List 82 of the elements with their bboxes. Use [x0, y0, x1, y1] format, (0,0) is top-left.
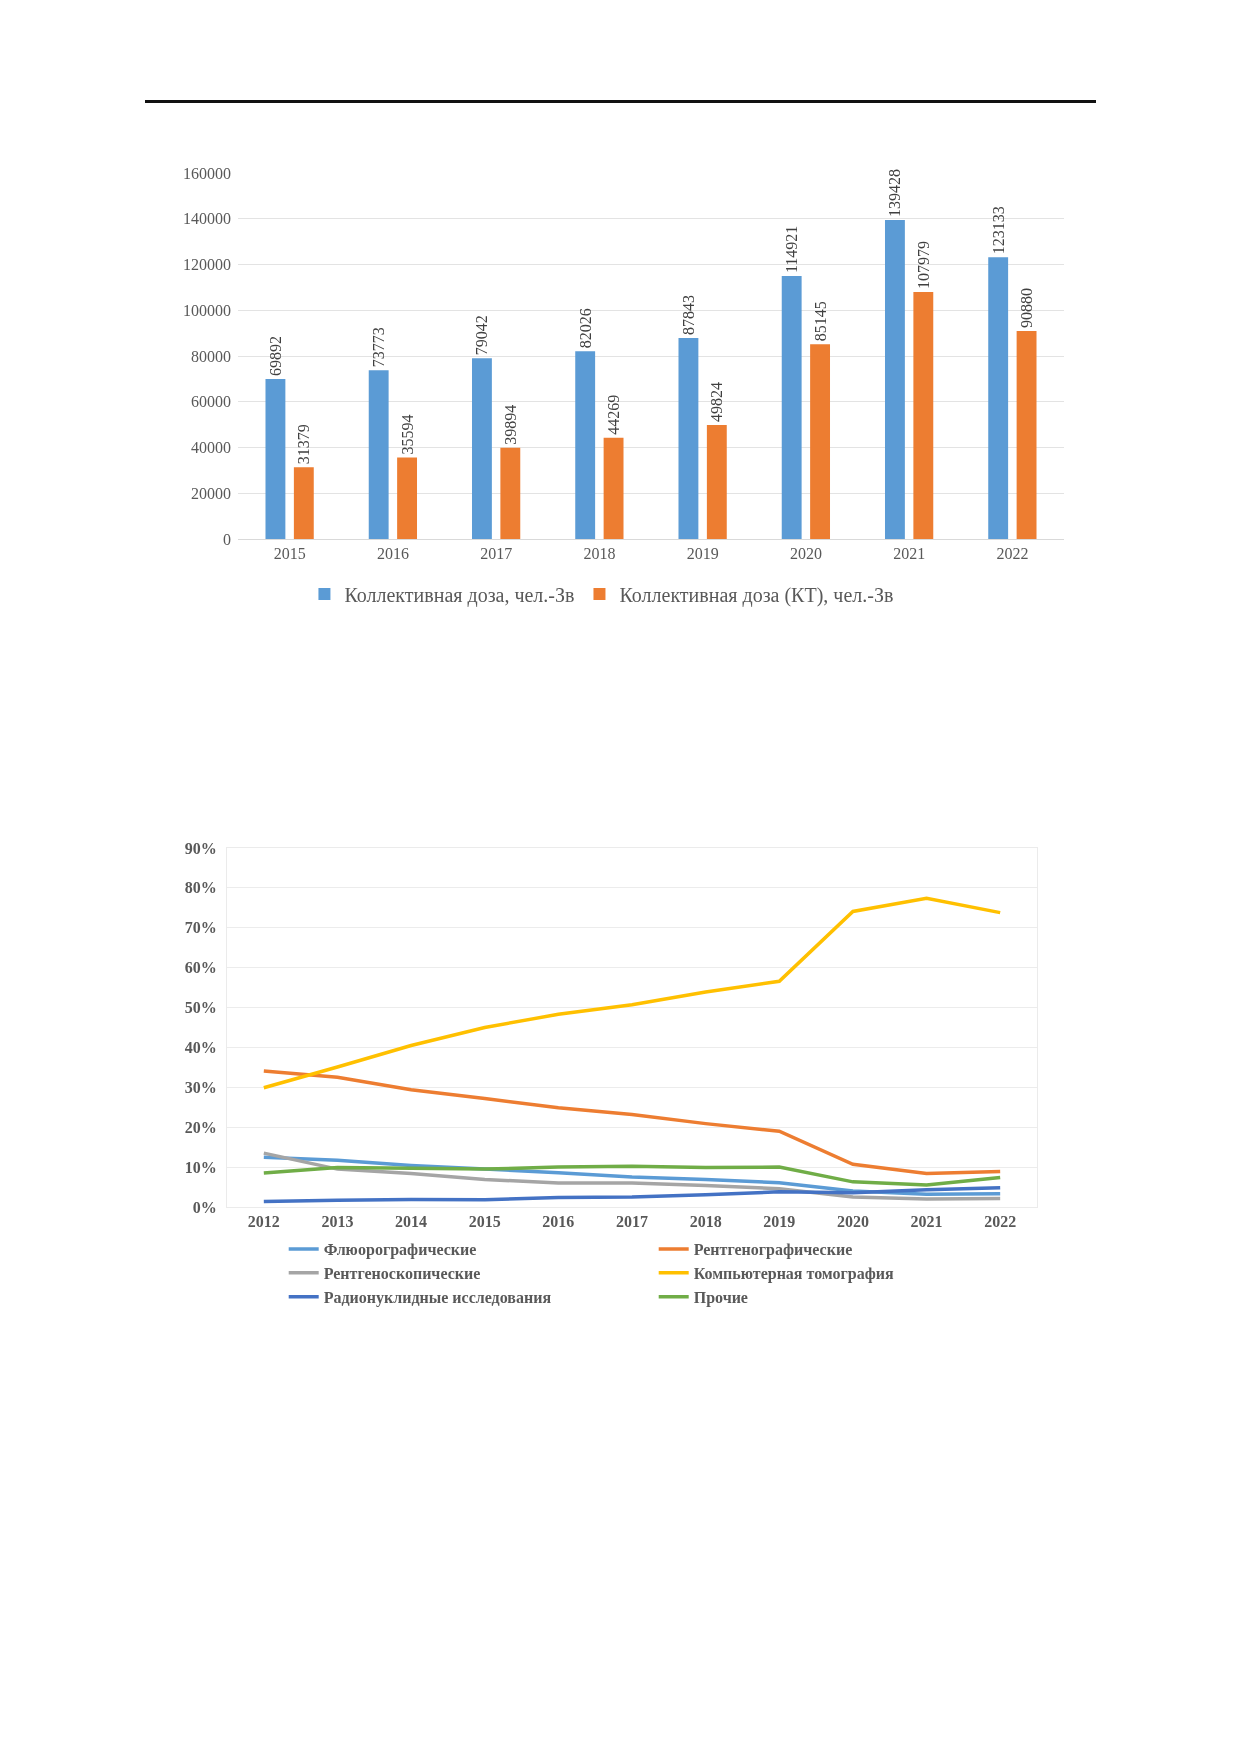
data-label: 31379: [295, 424, 313, 465]
line-series: [262, 1164, 1002, 1187]
y-tick-label: 60%: [184, 959, 217, 977]
x-tick-label: 2016: [542, 1213, 575, 1231]
y-tick-label: 100000: [183, 301, 231, 319]
x-tick-label: 2015: [273, 545, 306, 563]
data-label: 35594: [398, 414, 416, 455]
x-tick-label: 2021: [893, 545, 926, 563]
x-tick-label: 2018: [689, 1213, 722, 1231]
y-tick-label: 20%: [184, 1118, 217, 1136]
line-series: [262, 1186, 1002, 1204]
data-label: 90880: [1018, 288, 1036, 329]
data-label: 39894: [501, 404, 519, 445]
y-tick-label: 0: [223, 530, 231, 548]
bar: [678, 338, 699, 539]
x-tick-label: 2015: [468, 1213, 501, 1231]
x-tick-label: 2012: [247, 1213, 280, 1231]
x-tick-label: 2017: [480, 545, 513, 563]
x-tick-label: 2016: [376, 545, 409, 563]
x-tick-label: 2014: [395, 1213, 428, 1231]
data-label: 82026: [576, 308, 594, 349]
y-tick-label: 120000: [183, 256, 231, 274]
legend-label: Прочие: [693, 1288, 748, 1307]
legend-label: Коллективная доза (КТ), чел.-Зв: [619, 583, 894, 607]
legend-label: Флюорографические: [323, 1241, 477, 1260]
y-tick-label: 0%: [192, 1198, 217, 1216]
data-label: 87843: [679, 295, 697, 336]
bar: [781, 276, 802, 539]
data-label: 107979: [914, 241, 932, 289]
data-label: 73773: [370, 327, 388, 368]
y-tick-label: 80000: [191, 347, 231, 365]
y-tick-label: 40000: [191, 439, 231, 457]
x-tick-label: 2019: [763, 1213, 796, 1231]
legend-label: Радионуклидные исследования: [323, 1288, 552, 1307]
y-tick-label: 50%: [184, 999, 217, 1017]
y-tick-label: 20000: [191, 484, 231, 502]
bar: [471, 358, 492, 539]
x-tick-label: 2020: [789, 545, 822, 563]
data-label: 139428: [886, 169, 904, 218]
bar: [913, 292, 934, 539]
bar: [397, 457, 418, 539]
bar: [1016, 331, 1037, 539]
y-tick-label: 160000: [183, 164, 231, 182]
x-tick-label: 2020: [836, 1213, 869, 1231]
y-tick-label: 30%: [184, 1078, 217, 1096]
bar: [293, 467, 314, 539]
legend-label: Компьютерная томография: [693, 1265, 895, 1284]
x-tick-label: 2022: [984, 1213, 1017, 1231]
x-tick-label: 2017: [616, 1213, 648, 1231]
x-tick-label: 2022: [996, 545, 1029, 563]
bar: [810, 344, 831, 539]
bar: [706, 425, 727, 539]
line-series: [262, 1069, 1002, 1176]
x-tick-label: 2021: [910, 1213, 943, 1231]
data-label: 114921: [783, 225, 801, 274]
line-series: [262, 896, 1002, 1090]
bar: [368, 370, 389, 539]
y-tick-label: 70%: [184, 919, 217, 937]
x-tick-label: 2018: [583, 545, 616, 563]
y-tick-label: 10%: [184, 1158, 217, 1176]
y-tick-label: 140000: [183, 210, 231, 228]
data-label: 49824: [708, 382, 726, 423]
bar: [988, 257, 1009, 539]
data-label: 79042: [473, 315, 491, 356]
y-tick-label: 90%: [184, 839, 217, 857]
bar: [500, 447, 521, 539]
data-label: 44269: [605, 394, 623, 435]
bar: [884, 220, 905, 539]
legend-label: Коллективная доза, чел.-Зв: [344, 583, 575, 607]
bar: [575, 351, 596, 539]
bar: [603, 437, 624, 539]
y-tick-label: 60000: [191, 393, 231, 411]
x-tick-label: 2013: [321, 1213, 354, 1231]
y-tick-label: 80%: [184, 879, 217, 897]
data-label: 69892: [266, 336, 284, 377]
legend-label: Рентгенографические: [693, 1241, 853, 1260]
data-label: 123133: [989, 206, 1007, 255]
bar: [265, 379, 286, 539]
y-tick-label: 40%: [184, 1039, 217, 1057]
legend-label: Рентгеноскопические: [323, 1265, 481, 1283]
x-tick-label: 2019: [686, 545, 719, 563]
data-label: 85145: [811, 301, 829, 342]
